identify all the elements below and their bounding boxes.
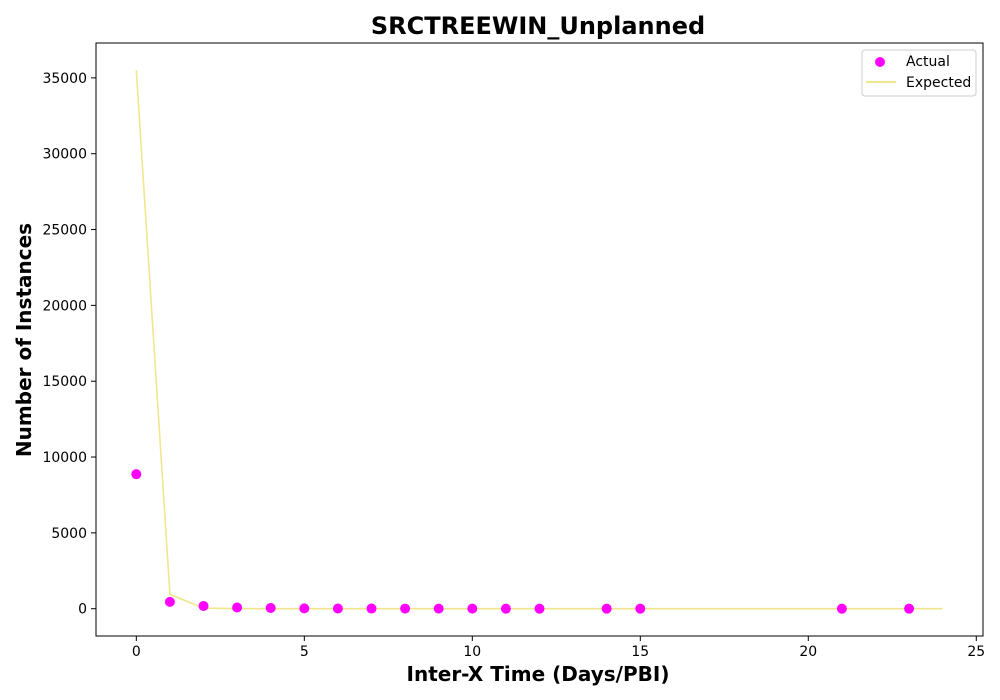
actual-data-point	[232, 602, 243, 613]
actual-data-point	[836, 603, 847, 614]
actual-data-point	[164, 596, 175, 607]
y-tick-label: 15000	[42, 374, 87, 390]
actual-data-point	[366, 603, 377, 614]
actual-data-point	[500, 603, 511, 614]
y-tick-label: 0	[78, 602, 87, 618]
y-tick-label: 35000	[42, 71, 87, 87]
y-tick-label: 25000	[42, 223, 87, 239]
actual-data-point	[635, 603, 646, 614]
y-tick-label: 20000	[42, 298, 87, 314]
x-tick-label: 20	[799, 644, 817, 660]
legend-box	[861, 49, 977, 97]
x-tick-label: 25	[967, 644, 985, 660]
actual-data-point	[534, 603, 545, 614]
legend-expected-label: Expected	[906, 75, 971, 91]
actual-data-point	[332, 603, 343, 614]
point-series-group	[131, 469, 915, 614]
actual-data-point	[601, 603, 612, 614]
x-tick-label: 10	[463, 644, 481, 660]
tick-group: 0 5 10 15 20 25 0 5000 10000 15000 20000 25000 30000…	[42, 71, 985, 660]
x-tick-label: 0	[132, 644, 141, 660]
legend: Actual Expected	[861, 49, 977, 97]
actual-data-point	[299, 603, 310, 614]
plot-frame	[95, 42, 984, 637]
line-series-group	[135, 70, 943, 610]
actual-data-point	[467, 603, 478, 614]
actual-data-point	[198, 600, 209, 611]
legend-actual-marker	[875, 57, 885, 67]
actual-data-point	[400, 603, 411, 614]
actual-data-point	[131, 469, 142, 480]
y-axis-label: Number of Instances	[12, 223, 36, 457]
actual-data-point	[904, 603, 915, 614]
x-tick-label: 5	[300, 644, 309, 660]
y-tick-label: 10000	[42, 450, 87, 466]
chart-title: SRCTREEWIN_Unplanned	[371, 12, 705, 40]
actual-data-point	[433, 603, 444, 614]
expected-series-line	[135, 70, 943, 610]
actual-data-point	[265, 602, 276, 613]
x-axis-label: Inter-X Time (Days/PBI)	[407, 662, 670, 686]
x-tick-label: 15	[631, 644, 649, 660]
legend-actual-label: Actual	[906, 54, 950, 70]
y-tick-label: 5000	[51, 526, 87, 542]
y-tick-label: 30000	[42, 147, 87, 163]
